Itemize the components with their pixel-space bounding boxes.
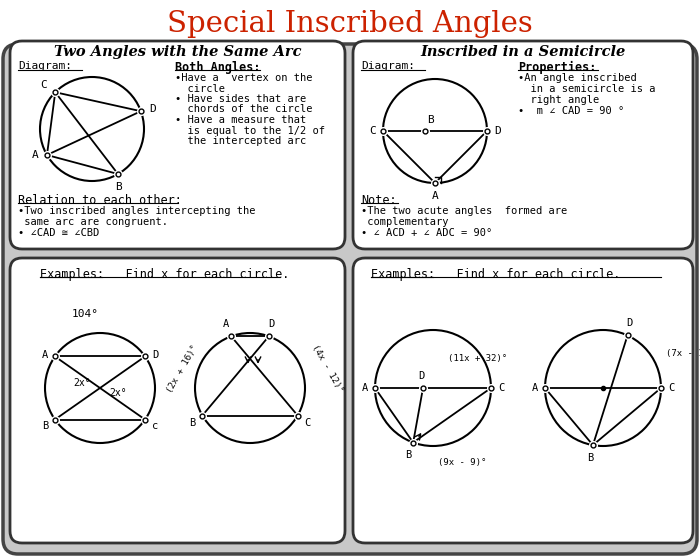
Text: D: D [269,319,275,329]
Text: complementary: complementary [361,217,449,227]
Text: Diagram:: Diagram: [18,61,72,71]
Text: C: C [668,383,674,393]
Text: D: D [494,126,500,136]
Text: the intercepted arc: the intercepted arc [175,136,307,146]
Text: • Have sides that are: • Have sides that are [175,94,307,104]
Text: • Have a measure that: • Have a measure that [175,115,307,125]
Text: A: A [223,319,230,329]
Text: in a semicircle is a: in a semicircle is a [518,84,655,94]
Text: A: A [32,150,39,160]
Text: (2x + 16)°: (2x + 16)° [165,343,199,394]
Text: •An angle inscribed: •An angle inscribed [518,73,637,83]
Text: 2x°: 2x° [74,378,91,388]
Text: Properties:: Properties: [518,61,596,74]
Text: Examples:   Find x for each circle.: Examples: Find x for each circle. [40,268,289,281]
Text: B: B [42,421,48,431]
Text: D: D [418,371,424,381]
Text: • ∠CAD ≅ ∠CBD: • ∠CAD ≅ ∠CBD [18,228,99,238]
Text: B: B [427,115,434,125]
Text: •Two inscribed angles intercepting the: •Two inscribed angles intercepting the [18,206,255,216]
Text: same arc are congruent.: same arc are congruent. [18,217,168,227]
Text: C: C [370,126,376,136]
FancyBboxPatch shape [3,44,697,554]
Text: •The two acute angles  formed are: •The two acute angles formed are [361,206,567,216]
Text: is equal to the 1/2 of: is equal to the 1/2 of [175,125,325,135]
Text: circle: circle [175,84,225,94]
Text: Inscribed in a Semicircle: Inscribed in a Semicircle [421,45,626,59]
Text: Note:: Note: [361,194,397,207]
Text: •  m ∠ CAD = 90 °: • m ∠ CAD = 90 ° [518,106,624,116]
Text: c: c [152,421,158,431]
Text: B: B [189,418,195,428]
Text: D: D [149,104,155,114]
Text: B: B [115,182,121,192]
Text: (9x - 9)°: (9x - 9)° [438,458,486,467]
Text: D: D [152,350,158,360]
Text: C: C [304,418,311,428]
Text: 2x°: 2x° [109,388,127,398]
Text: Examples:   Find x for each circle.: Examples: Find x for each circle. [371,268,620,281]
FancyBboxPatch shape [10,258,345,543]
Text: • ∠ ACD + ∠ ADC = 90°: • ∠ ACD + ∠ ADC = 90° [361,228,492,238]
Text: D: D [626,319,633,329]
Text: A: A [362,383,368,393]
Text: Special Inscribed Angles: Special Inscribed Angles [167,10,533,38]
Text: B: B [587,453,593,463]
Text: right angle: right angle [518,95,599,105]
Text: A: A [432,191,438,201]
Text: Two Angles with the Same Arc: Two Angles with the Same Arc [54,45,301,59]
Text: Both Angles:: Both Angles: [175,61,260,74]
Text: (4x - 12)°: (4x - 12)° [310,343,344,394]
Text: C: C [41,80,47,90]
Text: A: A [42,350,48,360]
Text: (7x - 14)°: (7x - 14)° [666,349,700,358]
Text: Diagram:: Diagram: [361,61,415,71]
FancyBboxPatch shape [6,47,694,551]
Text: Relation to each other:: Relation to each other: [18,194,182,207]
Text: B: B [405,449,412,460]
FancyBboxPatch shape [353,258,693,543]
Text: A: A [532,383,538,393]
Text: 104°: 104° [71,309,99,319]
FancyBboxPatch shape [10,41,345,249]
FancyBboxPatch shape [353,41,693,249]
Text: C: C [498,383,504,393]
Text: (11x + 32)°: (11x + 32)° [448,354,507,363]
Text: •Have a  vertex on the: •Have a vertex on the [175,73,312,83]
Text: chords of the circle: chords of the circle [175,105,312,115]
